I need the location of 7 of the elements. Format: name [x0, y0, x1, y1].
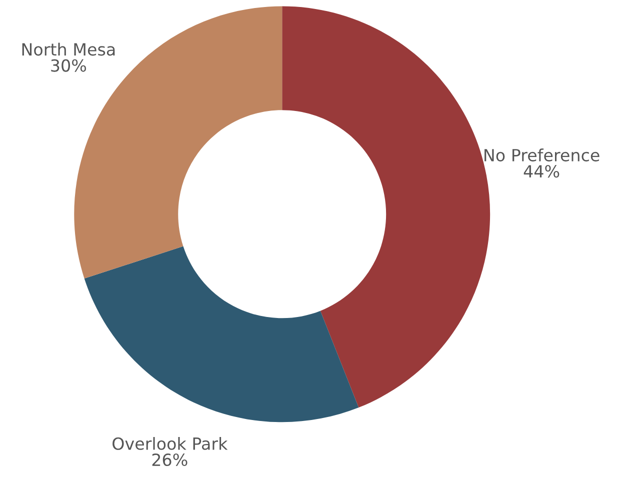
donut-slice: [84, 246, 359, 422]
slice-label: No Preference: [484, 148, 600, 162]
slice-label: North Mesa: [22, 42, 115, 56]
slice-label: Overlook Park: [112, 437, 228, 450]
data-label: 44%: [524, 164, 560, 178]
data-label: 26%: [152, 453, 188, 466]
data-label: 30%: [51, 59, 86, 72]
